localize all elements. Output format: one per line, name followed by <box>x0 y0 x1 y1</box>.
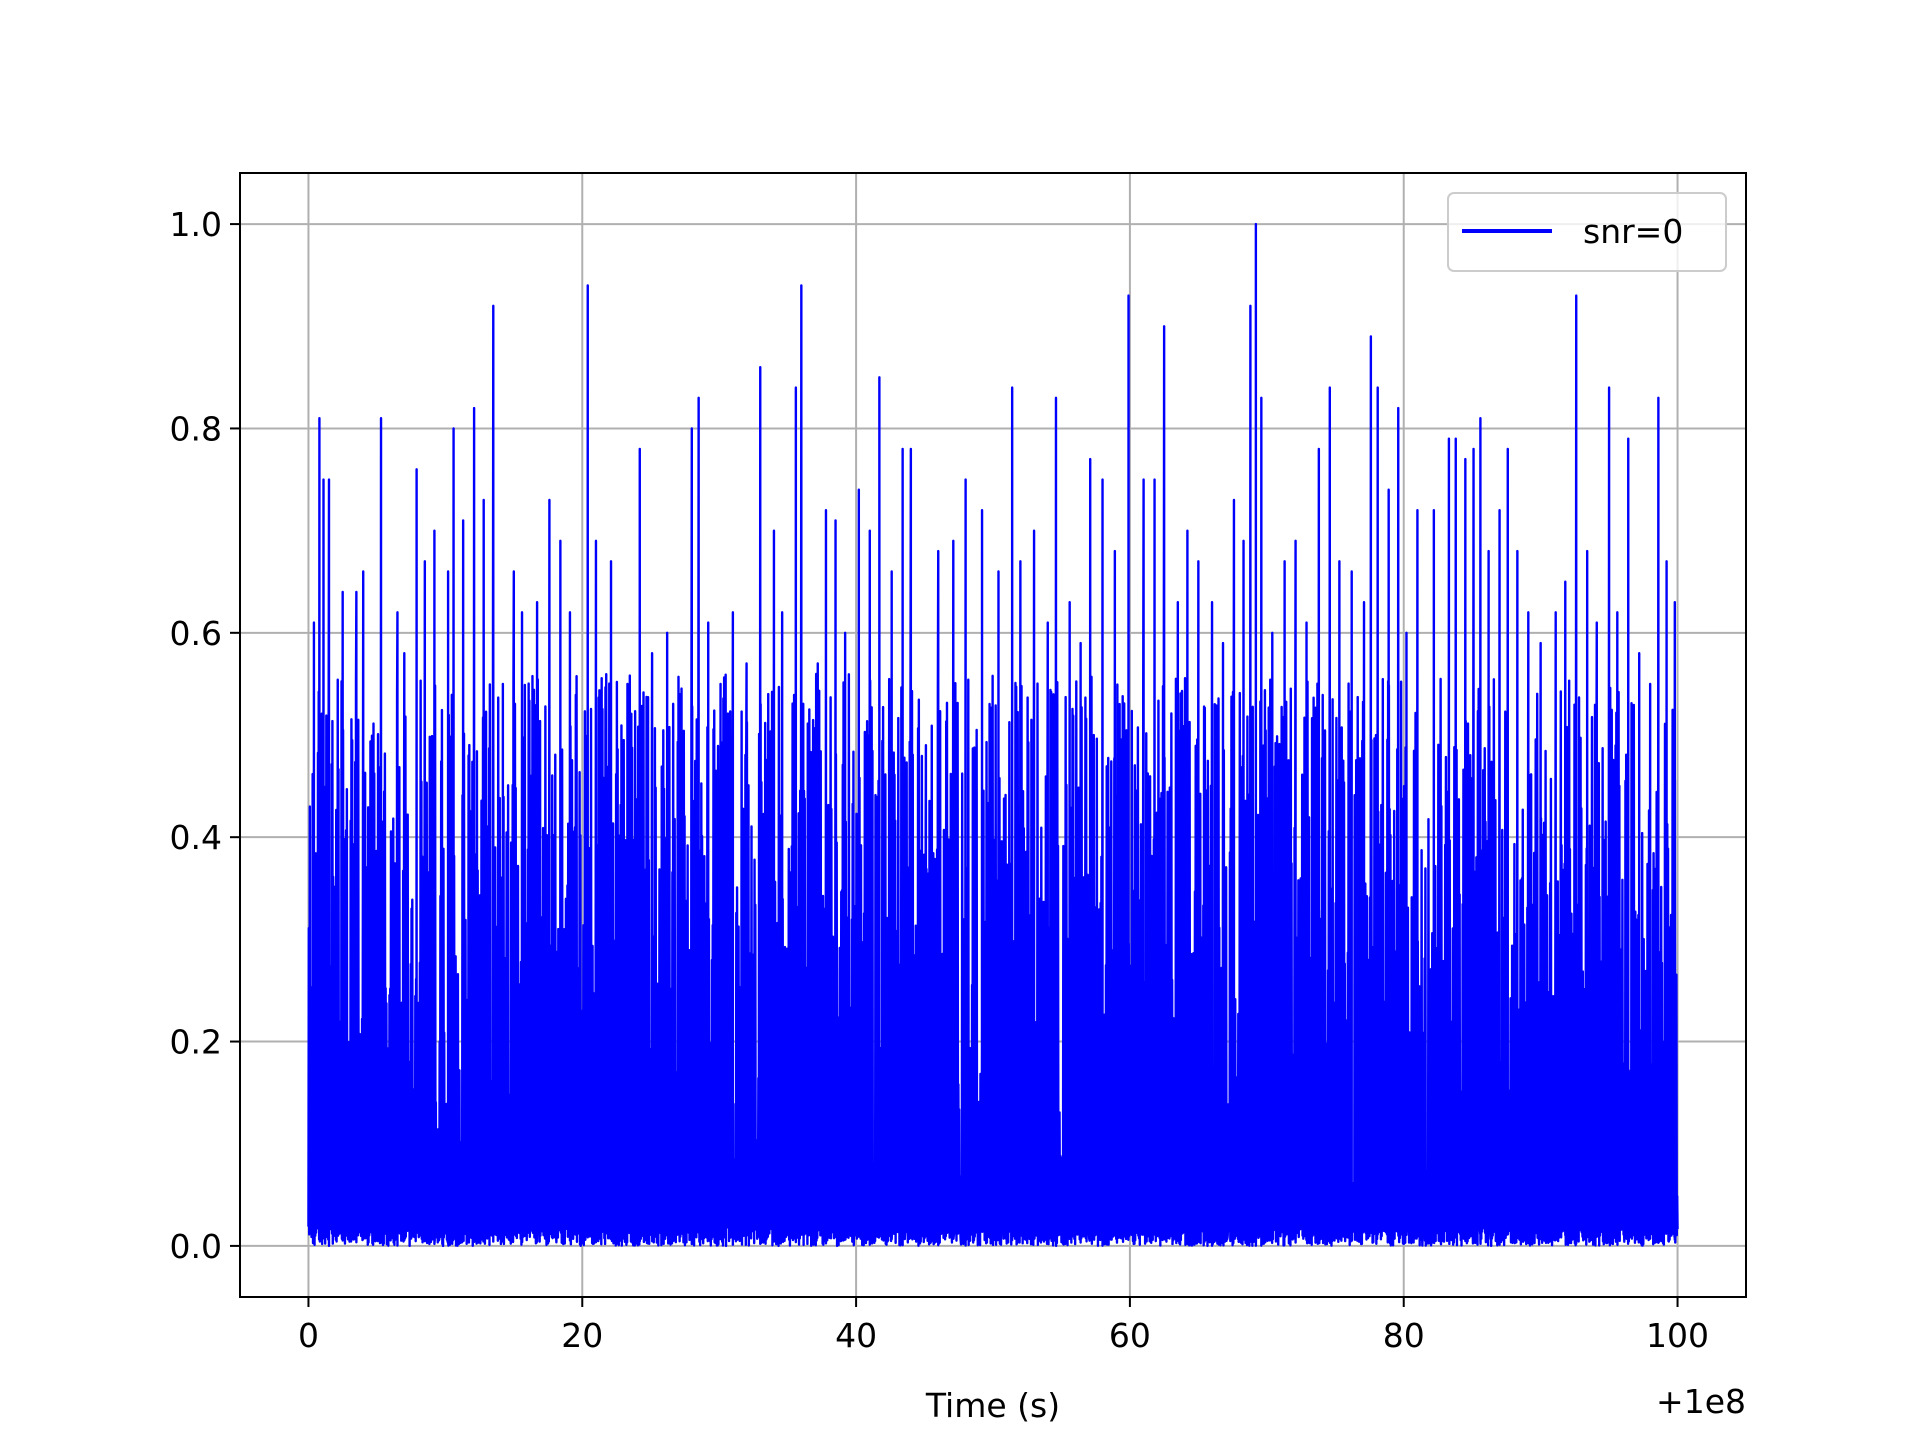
legend: snr=0 <box>1447 192 1727 272</box>
y-tick-label: 0.6 <box>170 614 222 653</box>
x-tick-label: 80 <box>1383 1316 1425 1355</box>
y-tick-label: 0.8 <box>170 409 222 448</box>
x-tick-label: 60 <box>1109 1316 1151 1355</box>
x-axis-ticks: 0 20 40 60 80 100 <box>298 1297 1709 1355</box>
x-tick-label: 20 <box>561 1316 603 1355</box>
y-tick-label: 1.0 <box>170 205 222 244</box>
x-axis-offset-label: +1e8 <box>1656 1382 1746 1421</box>
x-tick-label: 0 <box>298 1316 319 1355</box>
y-tick-label: 0.0 <box>170 1227 222 1266</box>
y-tick-label: 0.4 <box>170 818 222 857</box>
x-tick-label: 40 <box>835 1316 877 1355</box>
series-line-snr-0 <box>307 222 1679 1248</box>
x-axis-label: Time (s) <box>925 1386 1060 1425</box>
legend-label-snr-0: snr=0 <box>1583 212 1683 251</box>
legend-box <box>1447 192 1727 272</box>
y-tick-label: 0.2 <box>170 1023 222 1062</box>
y-axis-ticks: 0.0 0.2 0.4 0.6 0.8 1.0 <box>170 205 240 1266</box>
axes-frame <box>239 172 1747 1298</box>
plot-area <box>307 222 1679 1248</box>
x-tick-label: 100 <box>1646 1316 1709 1355</box>
